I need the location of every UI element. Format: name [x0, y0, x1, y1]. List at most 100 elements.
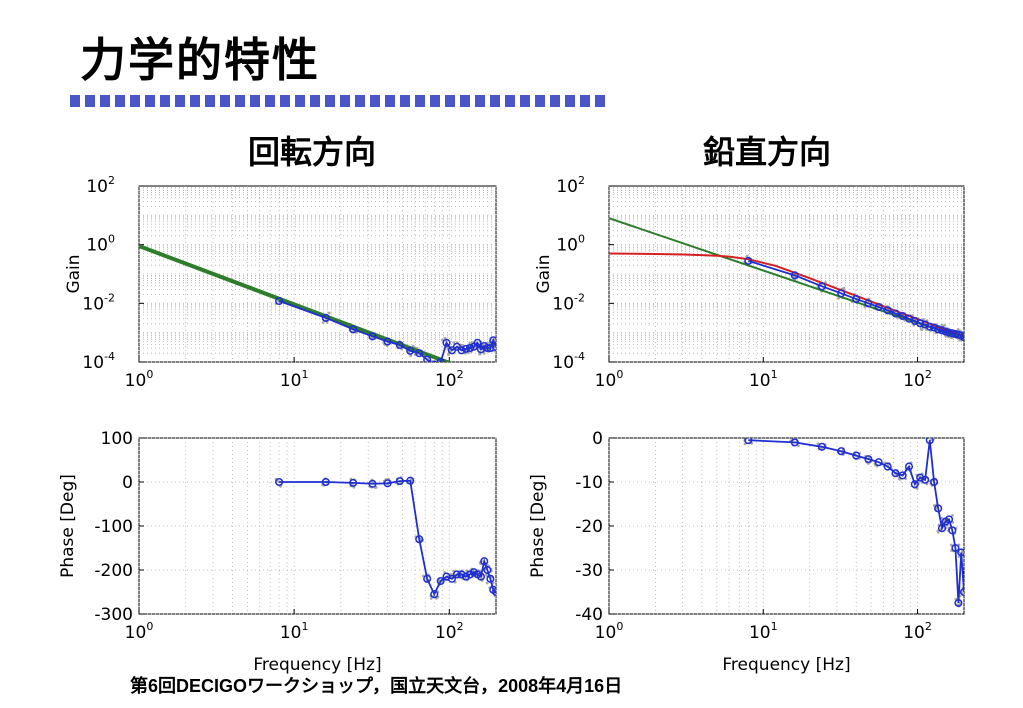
scatter-point: [442, 364, 445, 367]
measured-point: [368, 479, 377, 488]
measured-point: [436, 357, 445, 362]
scatter-point: [439, 365, 442, 368]
scatter-point: [837, 296, 840, 300]
measured-point: [944, 515, 954, 524]
measured-point: [461, 572, 470, 581]
title-underline-dashes: [70, 95, 610, 107]
scatter-point: [956, 327, 960, 331]
measured-point: [898, 471, 907, 480]
scatter-point: [447, 353, 450, 357]
scatter-point: [965, 340, 968, 343]
x-tick-label: 100: [125, 368, 154, 391]
plot-area: [274, 475, 496, 600]
measured-point: [883, 306, 892, 315]
y-tick-label: 102: [556, 174, 585, 197]
y-tick-label: 0: [122, 473, 133, 493]
measured-point: [452, 570, 461, 579]
x-tick-label: 100: [595, 368, 624, 391]
measured-point: [925, 438, 934, 445]
heading-rotation-direction: 回転方向: [248, 133, 377, 171]
scatter-point: [485, 581, 489, 585]
scatter-point: [497, 341, 500, 344]
x-axis-label: Frequency [Hz]: [253, 655, 381, 675]
measured-point: [937, 524, 947, 533]
measured-point: [852, 451, 861, 460]
measured-point: [891, 469, 900, 478]
chart-rotation-gain: 100 101 102 10-4 10-2 100 102 Gain: [64, 174, 500, 391]
measured-point: [837, 447, 846, 456]
measured-point: [910, 480, 919, 489]
x-axis-label: Frequency [Hz]: [722, 655, 850, 675]
measured-point: [817, 282, 826, 291]
heading-vertical-direction: 鉛直方向: [703, 133, 832, 171]
x-tick-label: 101: [749, 620, 778, 643]
measured-point: [864, 455, 873, 464]
measured-point: [959, 333, 964, 342]
scatter-point: [437, 363, 440, 366]
scatter-point: [436, 367, 439, 370]
measured-point: [483, 343, 492, 353]
scatter-point: [951, 513, 954, 517]
plot-frame: [138, 185, 497, 363]
measured-point: [383, 337, 392, 346]
scatter-point: [429, 368, 432, 371]
chart-vertical-phase: 100 101 102 -40 -30 -20 -10 0 Phase [Deg] Frequen…: [528, 429, 965, 675]
measured-line: [748, 439, 964, 604]
measured-point: [934, 325, 943, 334]
x-tick-label: 101: [280, 368, 309, 391]
measured-point: [480, 557, 489, 566]
scatter-point: [842, 286, 846, 290]
measured-point: [916, 319, 925, 328]
measured-point: [954, 598, 963, 608]
measured-point: [423, 574, 432, 583]
scatter-point: [965, 338, 968, 341]
measured-point: [442, 338, 451, 347]
scatter-point: [961, 591, 964, 595]
y-tick-label: 10-2: [82, 291, 115, 314]
measured-point: [406, 476, 415, 485]
x-tick-label: 102: [903, 368, 932, 391]
measured-point: [852, 294, 861, 304]
measured-point: [790, 438, 799, 447]
chart-rotation-phase: 100 101 102 -300 -200 -100 0 100 Phase [Deg] Freq…: [58, 429, 497, 675]
measured-point: [930, 323, 939, 332]
x-tick-label: 102: [435, 368, 464, 391]
scatter-point: [452, 341, 456, 345]
measured-point: [837, 289, 846, 298]
measured-point: [368, 332, 377, 341]
measured-point: [898, 311, 907, 321]
y-tick-label: 0: [592, 429, 603, 449]
scatter-point: [936, 530, 940, 534]
y-axis-label: Phase [Deg]: [58, 474, 78, 578]
slide-title: 力学的特性: [80, 33, 320, 87]
y-tick-label: 10-4: [552, 350, 585, 373]
y-tick-label: 10-2: [552, 291, 585, 314]
plot-frame: [608, 437, 965, 615]
scatter-point: [929, 435, 932, 438]
measured-point: [349, 478, 358, 487]
measured-point: [321, 477, 330, 487]
measured-point: [486, 343, 495, 353]
plot-frame: [608, 185, 965, 363]
y-axis-label: Phase [Deg]: [528, 474, 548, 578]
y-axis-label: Gain: [64, 254, 84, 293]
scatter-point: [816, 442, 820, 446]
scatter-point: [745, 254, 749, 258]
scatter-point: [409, 354, 413, 358]
measured-point: [874, 302, 883, 312]
measured-point: [447, 574, 456, 583]
plot-area: [139, 244, 500, 371]
measured-point: [925, 322, 934, 331]
measured-point: [921, 475, 930, 484]
scatter-point: [430, 368, 433, 371]
measured-point: [951, 543, 960, 553]
measured-point: [744, 438, 753, 445]
x-tick-label: 101: [749, 368, 778, 391]
measured-point: [744, 256, 753, 265]
measured-point: [321, 313, 330, 322]
measured-point: [874, 458, 883, 467]
scatter-point: [321, 321, 325, 324]
scatter-point: [478, 352, 482, 356]
scatter-point: [437, 366, 440, 369]
